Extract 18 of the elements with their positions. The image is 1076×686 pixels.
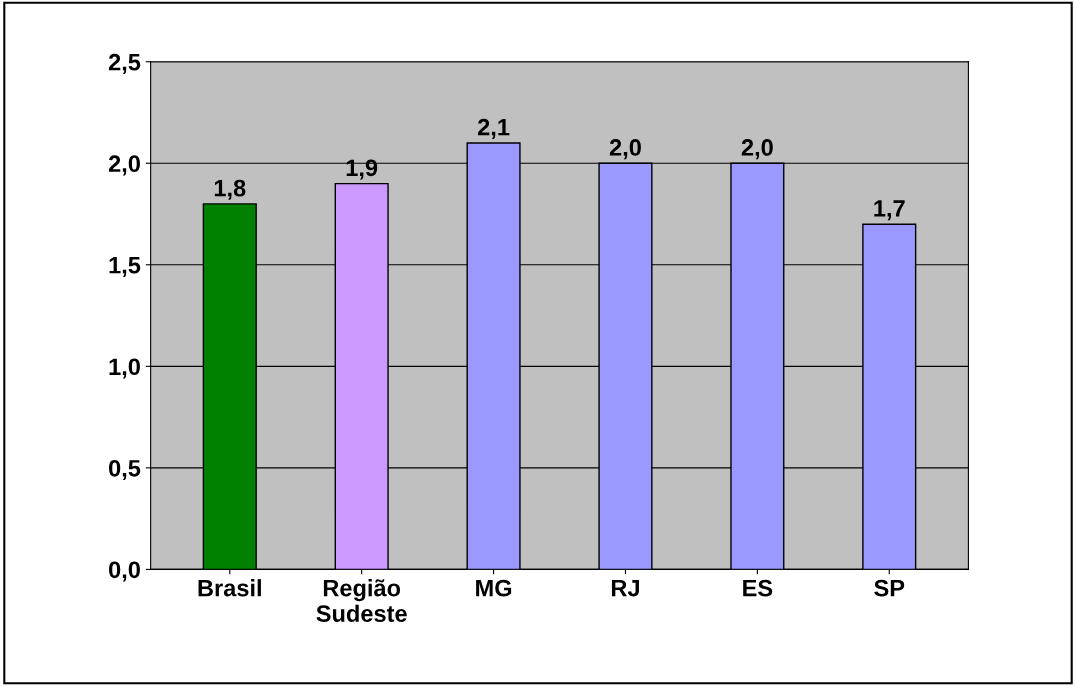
x-tick-label: Brasil — [198, 579, 261, 597]
data-label: 2,0 — [609, 139, 641, 160]
x-tick-label: Região Sudeste — [316, 579, 407, 622]
data-label: 2,0 — [741, 139, 773, 160]
x-tick-label: ES — [743, 579, 773, 597]
y-tick-label: 1,0 — [109, 358, 140, 379]
data-label: 2,1 — [477, 118, 510, 139]
data-label: 1,7 — [874, 200, 905, 221]
y-tick-label: 0,0 — [109, 561, 140, 582]
y-tick-label: 1,5 — [109, 257, 141, 278]
x-tick-label: SP — [874, 579, 905, 597]
y-tick-label: 2,0 — [108, 155, 140, 176]
x-tick-label: RJ — [611, 579, 639, 597]
y-tick-label: 0,5 — [109, 459, 141, 481]
x-tick-label: MG — [476, 579, 512, 597]
y-tick-label: 2,5 — [108, 53, 141, 74]
data-label: 1,9 — [346, 159, 378, 180]
data-label: 1,8 — [214, 179, 246, 200]
